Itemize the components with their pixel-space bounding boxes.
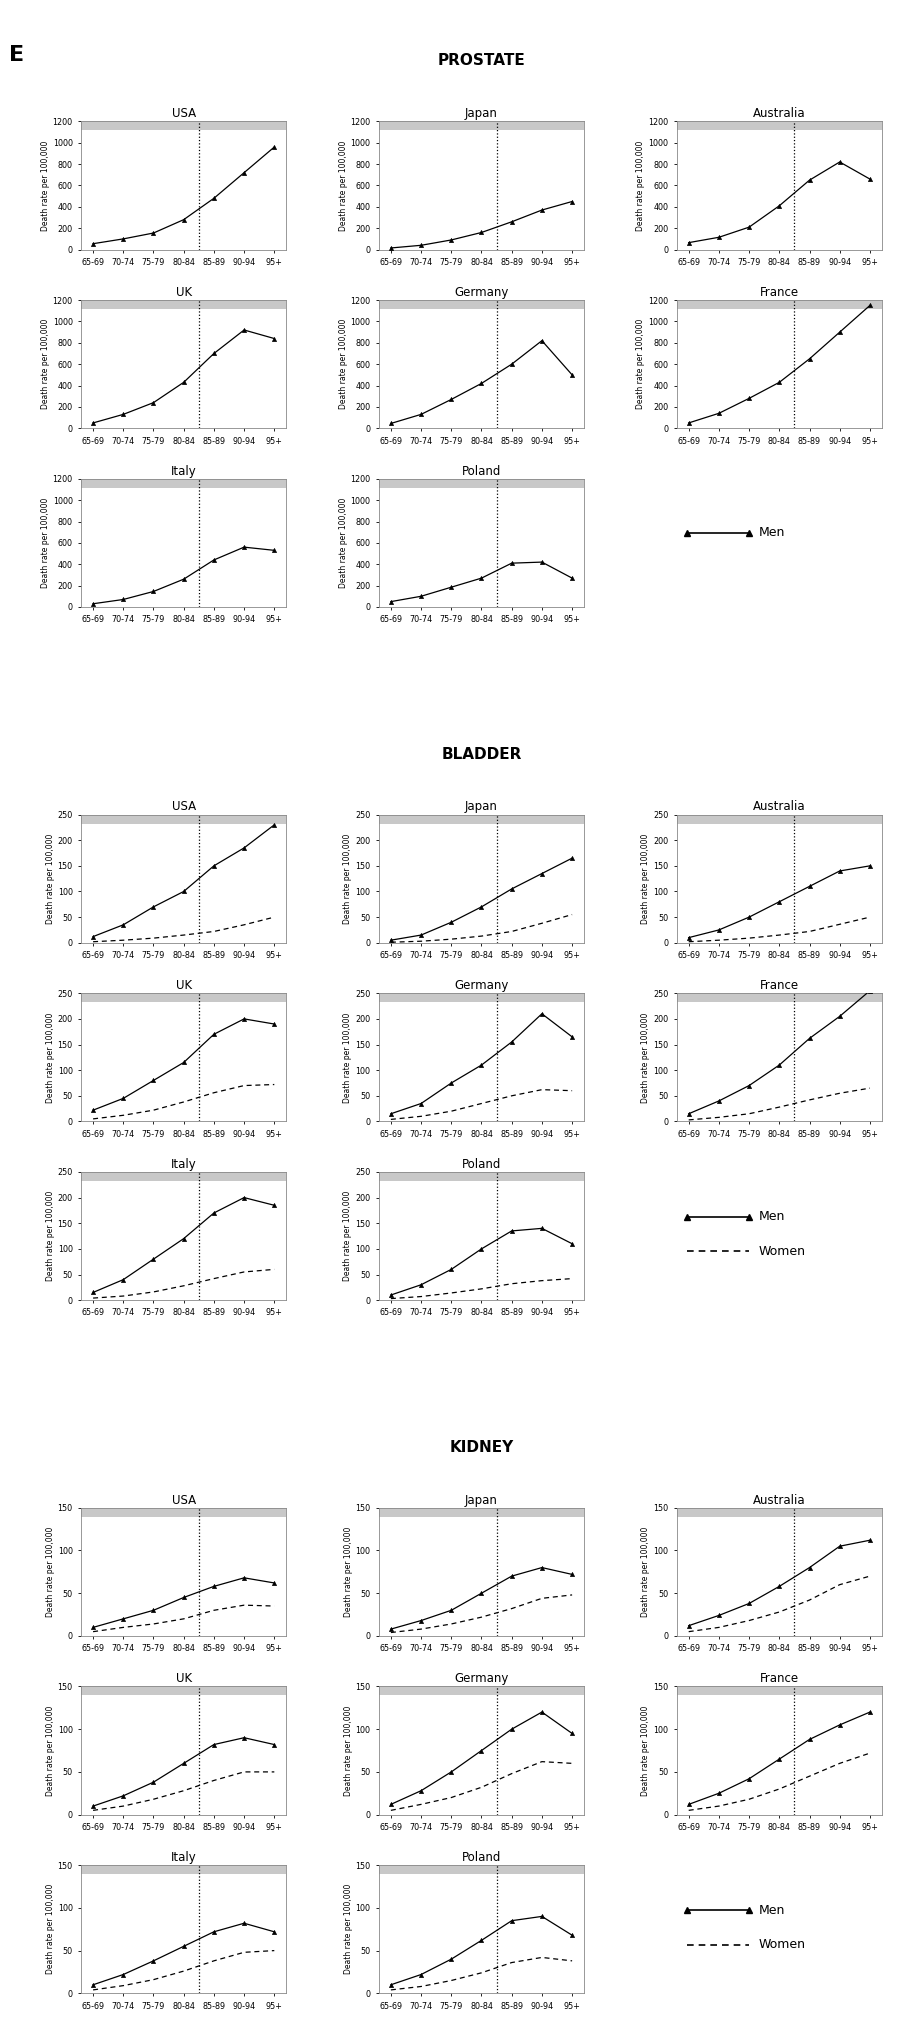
Title: Poland: Poland bbox=[462, 1157, 501, 1172]
Bar bbox=[379, 472, 584, 488]
Text: Men: Men bbox=[759, 1210, 785, 1222]
Text: Men: Men bbox=[759, 527, 785, 539]
Text: PROSTATE: PROSTATE bbox=[437, 53, 526, 69]
Y-axis label: Death rate per 100,000: Death rate per 100,000 bbox=[338, 140, 347, 230]
Title: Australia: Australia bbox=[753, 1493, 806, 1507]
Title: USA: USA bbox=[172, 801, 196, 814]
Bar bbox=[81, 116, 286, 130]
Y-axis label: Death rate per 100,000: Death rate per 100,000 bbox=[344, 1528, 353, 1617]
Bar bbox=[81, 1165, 286, 1182]
Bar bbox=[81, 472, 286, 488]
Title: UK: UK bbox=[176, 287, 192, 299]
Y-axis label: Death rate per 100,000: Death rate per 100,000 bbox=[344, 1704, 353, 1796]
Title: France: France bbox=[760, 978, 799, 993]
Title: UK: UK bbox=[176, 1672, 192, 1686]
Bar bbox=[677, 986, 882, 1003]
Text: E: E bbox=[9, 45, 24, 65]
Bar bbox=[677, 116, 882, 130]
Y-axis label: Death rate per 100,000: Death rate per 100,000 bbox=[46, 1190, 55, 1281]
Y-axis label: Death rate per 100,000: Death rate per 100,000 bbox=[344, 834, 353, 923]
Title: Japan: Japan bbox=[465, 108, 498, 120]
Y-axis label: Death rate per 100,000: Death rate per 100,000 bbox=[46, 1528, 55, 1617]
Text: BLADDER: BLADDER bbox=[441, 746, 522, 761]
Bar bbox=[677, 1501, 882, 1517]
Bar bbox=[677, 807, 882, 824]
Bar bbox=[379, 1165, 584, 1182]
Bar bbox=[379, 986, 584, 1003]
Y-axis label: Death rate per 100,000: Death rate per 100,000 bbox=[344, 1883, 353, 1975]
Y-axis label: Death rate per 100,000: Death rate per 100,000 bbox=[40, 498, 50, 588]
Y-axis label: Death rate per 100,000: Death rate per 100,000 bbox=[636, 140, 645, 230]
Bar bbox=[81, 807, 286, 824]
Title: Italy: Italy bbox=[171, 1851, 196, 1863]
Bar bbox=[379, 116, 584, 130]
Title: Germany: Germany bbox=[454, 978, 508, 993]
Y-axis label: Death rate per 100,000: Death rate per 100,000 bbox=[344, 1190, 353, 1281]
Y-axis label: Death rate per 100,000: Death rate per 100,000 bbox=[338, 498, 347, 588]
Bar bbox=[81, 293, 286, 309]
Title: UK: UK bbox=[176, 978, 192, 993]
Bar bbox=[81, 1501, 286, 1517]
Bar bbox=[379, 293, 584, 309]
Y-axis label: Death rate per 100,000: Death rate per 100,000 bbox=[46, 1883, 55, 1975]
Bar bbox=[379, 1680, 584, 1696]
Text: Women: Women bbox=[759, 1245, 806, 1257]
Y-axis label: Death rate per 100,000: Death rate per 100,000 bbox=[642, 1704, 651, 1796]
Title: Japan: Japan bbox=[465, 1493, 498, 1507]
Bar bbox=[379, 1859, 584, 1873]
Bar bbox=[379, 807, 584, 824]
Y-axis label: Death rate per 100,000: Death rate per 100,000 bbox=[46, 1704, 55, 1796]
Title: France: France bbox=[760, 287, 799, 299]
Title: USA: USA bbox=[172, 108, 196, 120]
Y-axis label: Death rate per 100,000: Death rate per 100,000 bbox=[46, 834, 55, 923]
Y-axis label: Death rate per 100,000: Death rate per 100,000 bbox=[344, 1013, 353, 1102]
Title: Poland: Poland bbox=[462, 1851, 501, 1863]
Bar bbox=[81, 1859, 286, 1873]
Bar bbox=[81, 986, 286, 1003]
Bar bbox=[379, 1501, 584, 1517]
Title: Germany: Germany bbox=[454, 1672, 508, 1686]
Text: Men: Men bbox=[759, 1904, 785, 1916]
Text: Women: Women bbox=[759, 1938, 806, 1951]
Title: Italy: Italy bbox=[171, 464, 196, 478]
Y-axis label: Death rate per 100,000: Death rate per 100,000 bbox=[642, 834, 651, 923]
Y-axis label: Death rate per 100,000: Death rate per 100,000 bbox=[40, 319, 50, 409]
Y-axis label: Death rate per 100,000: Death rate per 100,000 bbox=[46, 1013, 55, 1102]
Bar bbox=[677, 293, 882, 309]
Title: Germany: Germany bbox=[454, 287, 508, 299]
Title: Italy: Italy bbox=[171, 1157, 196, 1172]
Y-axis label: Death rate per 100,000: Death rate per 100,000 bbox=[40, 140, 50, 230]
Y-axis label: Death rate per 100,000: Death rate per 100,000 bbox=[338, 319, 347, 409]
Title: Poland: Poland bbox=[462, 464, 501, 478]
Y-axis label: Death rate per 100,000: Death rate per 100,000 bbox=[642, 1528, 651, 1617]
Y-axis label: Death rate per 100,000: Death rate per 100,000 bbox=[642, 1013, 651, 1102]
Title: France: France bbox=[760, 1672, 799, 1686]
Text: KIDNEY: KIDNEY bbox=[449, 1440, 514, 1454]
Title: Japan: Japan bbox=[465, 801, 498, 814]
Bar bbox=[81, 1680, 286, 1696]
Title: USA: USA bbox=[172, 1493, 196, 1507]
Bar bbox=[677, 1680, 882, 1696]
Title: Australia: Australia bbox=[753, 801, 806, 814]
Y-axis label: Death rate per 100,000: Death rate per 100,000 bbox=[636, 319, 645, 409]
Title: Australia: Australia bbox=[753, 108, 806, 120]
